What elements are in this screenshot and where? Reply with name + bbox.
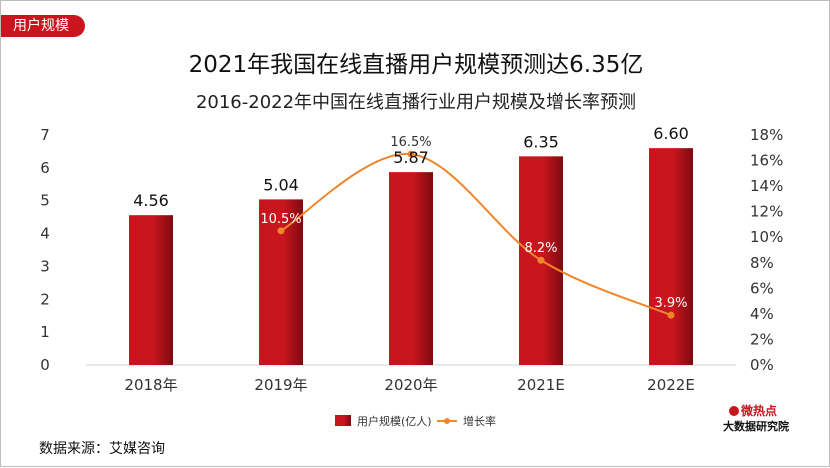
logo-line1: 微热点 xyxy=(741,404,778,418)
data-source: 数据来源：艾媒咨询 xyxy=(39,441,165,457)
y-right-tick-label: 2% xyxy=(750,330,774,348)
y-right-tick-label: 8% xyxy=(750,254,774,272)
growth-rate-label: 8.2% xyxy=(524,241,557,256)
y-left-tick-label: 3 xyxy=(40,257,50,275)
y-right-tick-label: 12% xyxy=(750,203,783,221)
y-left-tick-label: 5 xyxy=(40,192,50,210)
y-right-tick-label: 4% xyxy=(750,305,774,323)
growth-rate-point xyxy=(407,150,415,158)
section-tag: 用户规模 xyxy=(1,15,85,37)
x-tick-label: 2018年 xyxy=(124,376,177,394)
legend-bar-label: 用户规模(亿人) xyxy=(357,414,432,428)
bar xyxy=(649,148,693,365)
growth-rate-label: 10.5% xyxy=(260,212,301,227)
bar-value-label: 5.04 xyxy=(263,175,299,194)
brand-logo: 微热点 大数据研究院 xyxy=(723,402,813,436)
x-tick-label: 2021E xyxy=(517,376,565,394)
y-right-tick-label: 18% xyxy=(750,126,783,144)
y-right-tick-label: 10% xyxy=(750,228,783,246)
growth-rate-point xyxy=(537,256,545,264)
growth-rate-label: 3.9% xyxy=(654,296,687,311)
y-right-tick-label: 6% xyxy=(750,279,774,297)
x-tick-label: 2019年 xyxy=(254,376,307,394)
bar xyxy=(259,199,303,365)
growth-rate-point xyxy=(277,227,285,235)
bar-value-label: 6.35 xyxy=(523,132,559,151)
y-left-tick-label: 1 xyxy=(40,323,50,341)
legend-bar-swatch xyxy=(335,415,351,426)
growth-rate-line xyxy=(280,153,672,317)
x-tick-label: 2020年 xyxy=(384,376,437,394)
y-left-tick-label: 4 xyxy=(40,225,50,243)
y-right-tick-label: 0% xyxy=(750,356,774,374)
y-left-tick-label: 6 xyxy=(40,159,50,177)
y-right-tick-label: 14% xyxy=(750,177,783,195)
y-left-tick-label: 7 xyxy=(40,126,50,144)
bar-value-label: 6.60 xyxy=(653,124,689,143)
logo-line2: 大数据研究院 xyxy=(723,420,789,433)
y-right-tick-label: 16% xyxy=(750,152,783,170)
logo-mark-icon xyxy=(729,406,739,416)
growth-rate-label: 16.5% xyxy=(390,135,431,150)
x-tick-label: 2022E xyxy=(647,376,695,394)
growth-rate-point xyxy=(667,311,675,319)
legend-line-marker xyxy=(444,418,450,424)
bar xyxy=(129,215,173,365)
bar-value-label: 5.87 xyxy=(393,148,429,167)
y-left-tick-label: 2 xyxy=(40,290,50,308)
legend-line-label: 增长率 xyxy=(463,414,496,428)
bar xyxy=(389,172,433,365)
y-left-tick-label: 0 xyxy=(40,356,50,374)
chart-title: 2021年我国在线直播用户规模预测达6.35亿 xyxy=(188,52,644,78)
chart-subtitle: 2016-2022年中国在线直播行业用户规模及增长率预测 xyxy=(195,92,637,113)
bar-value-label: 4.56 xyxy=(133,191,169,210)
